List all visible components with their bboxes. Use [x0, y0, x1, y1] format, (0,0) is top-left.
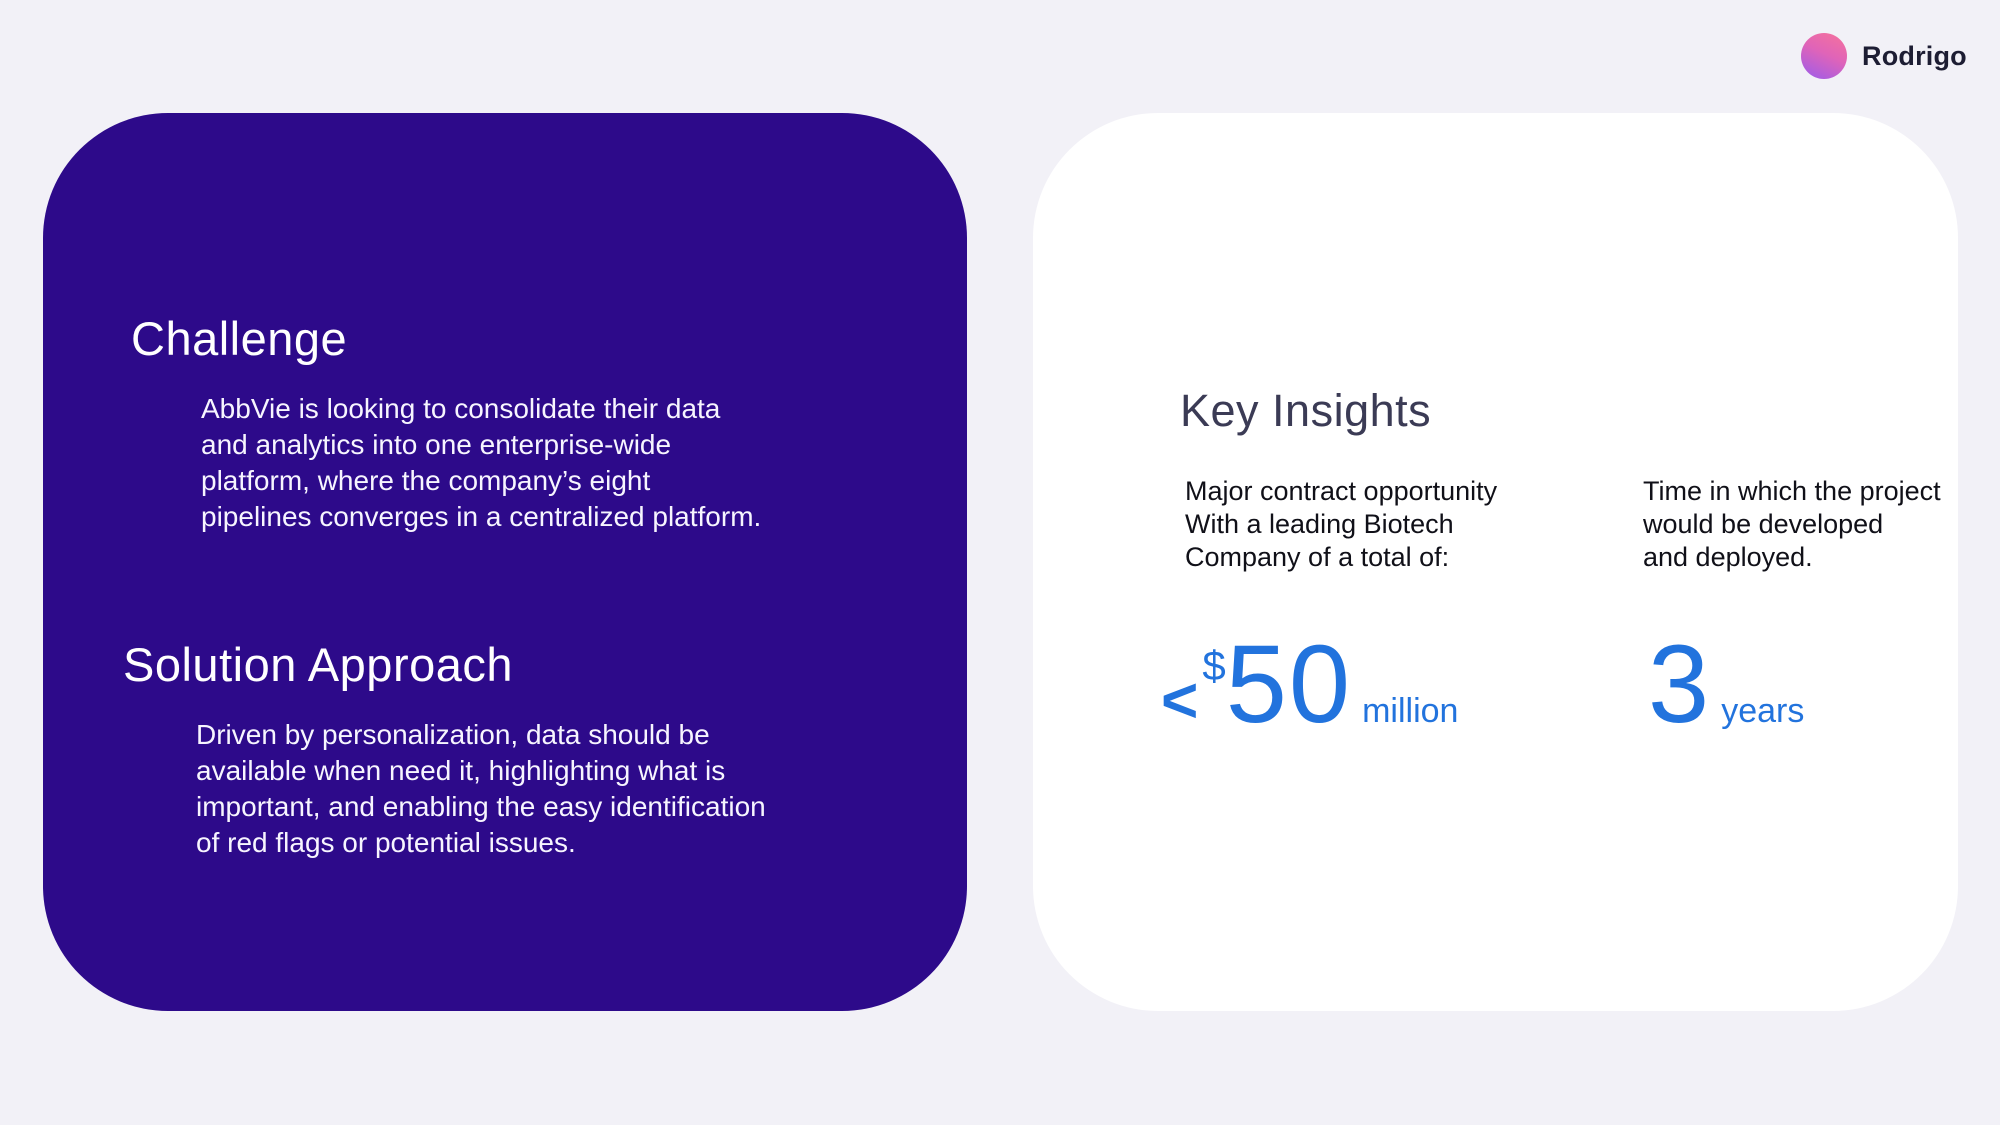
- challenge-title: Challenge: [131, 312, 348, 365]
- timeline-stat: 3 years: [1648, 621, 1804, 748]
- timeline-stat-description: Time in which the project would be devel…: [1643, 476, 1941, 572]
- presence-user-badge[interactable]: Rodrigo: [1801, 33, 1967, 79]
- key-insights-card: Key Insights Major contract opportunity …: [1033, 113, 1958, 1011]
- contract-value: 50: [1225, 623, 1353, 746]
- key-insights-title: Key Insights: [1180, 385, 1432, 436]
- contract-value-unit: million: [1362, 692, 1459, 730]
- avatar: [1801, 33, 1847, 79]
- challenge-body: AbbVie is looking to consolidate their d…: [201, 393, 762, 532]
- user-name: Rodrigo: [1862, 40, 1967, 71]
- timeline-unit: years: [1721, 692, 1805, 730]
- challenge-card: Challenge AbbVie is looking to consolida…: [43, 113, 967, 1011]
- timeline-value: 3: [1648, 623, 1712, 746]
- solution-approach-body: Driven by personalization, data should b…: [196, 719, 766, 858]
- contract-stat-description: Major contract opportunity With a leadin…: [1185, 476, 1498, 572]
- dollar-sign: $: [1202, 642, 1226, 689]
- solution-approach-title: Solution Approach: [123, 638, 514, 691]
- less-than-sign: <: [1161, 664, 1199, 736]
- contract-value-stat: < $ 50 million: [1161, 621, 1458, 748]
